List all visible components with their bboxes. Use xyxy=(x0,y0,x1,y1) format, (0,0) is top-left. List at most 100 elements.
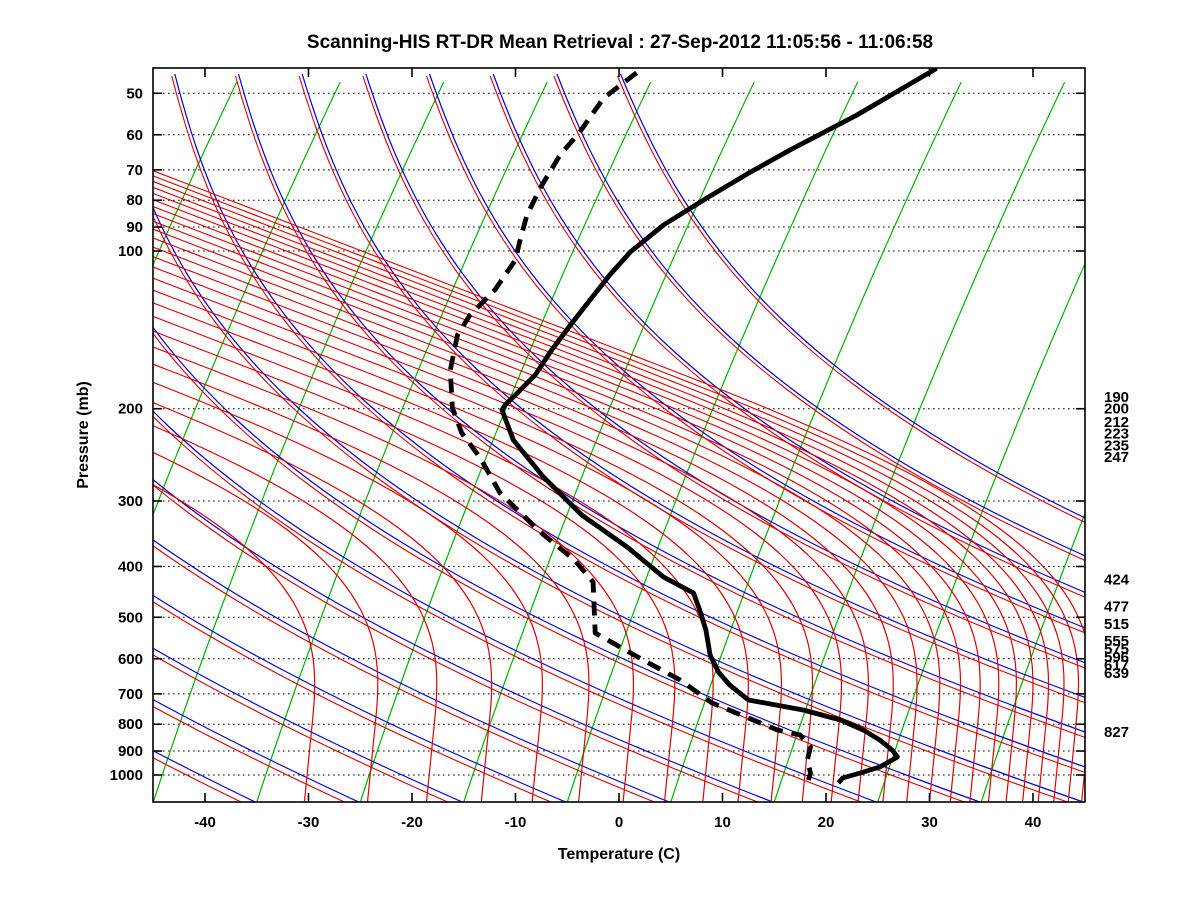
dry-adiabat-line xyxy=(174,73,1085,768)
moist-adiabat-fan-line xyxy=(153,266,843,802)
y-tick-label: 80 xyxy=(126,192,143,209)
moist-adiabat-companion-line xyxy=(489,75,1085,598)
moist-adiabat-companion-line xyxy=(153,332,966,802)
dry-adiabat-line xyxy=(492,73,1085,593)
x-axis-label: Temperature (C) xyxy=(558,846,680,863)
y-tick-label: 60 xyxy=(126,127,143,144)
pressure-level-label: 555 xyxy=(1104,633,1129,650)
dry-adiabat-line xyxy=(153,647,463,802)
x-tick-label: 10 xyxy=(714,814,731,831)
y-tick-label: 500 xyxy=(118,609,143,626)
pressure-level-label: 575 xyxy=(1104,641,1129,658)
moist-adiabat-fan-line xyxy=(153,363,590,802)
moist-adiabat-companion-line xyxy=(153,484,760,802)
moist-adiabat-fan-line xyxy=(153,186,1050,802)
moist-adiabat-fan-line xyxy=(153,170,1085,802)
pressure-level-label: 596 xyxy=(1104,649,1129,666)
chart-title: Scanning-HIS RT-DR Mean Retrieval : 27-S… xyxy=(307,32,933,53)
y-tick-label: 100 xyxy=(118,243,143,260)
isotherm-line xyxy=(153,81,445,802)
isotherm-line xyxy=(359,81,652,802)
moist-adiabat-fan-line xyxy=(153,381,544,802)
moist-adiabat-fan-line xyxy=(153,425,438,802)
pressure-level-label: 617 xyxy=(1104,657,1129,674)
x-tick-label: 30 xyxy=(921,814,938,831)
moist-adiabat-fan-line xyxy=(153,213,981,802)
pressure-level-label: 424 xyxy=(1104,572,1130,589)
x-tick-label: -30 xyxy=(298,814,320,831)
isotherm-line xyxy=(153,81,238,267)
y-tick-label: 400 xyxy=(118,558,143,575)
moist-adiabat-fan-line xyxy=(153,330,676,802)
pressure-level-label: 477 xyxy=(1104,599,1129,616)
dry-adiabat-line xyxy=(153,478,773,802)
x-tick-label: 40 xyxy=(1025,814,1042,831)
pressure-level-label: 212 xyxy=(1104,414,1129,431)
moist-adiabat-fan-line xyxy=(153,484,316,802)
y-tick-label: 700 xyxy=(118,686,143,703)
moist-adiabat-companion-line xyxy=(617,75,1085,523)
moist-adiabat-fan-line xyxy=(153,228,941,802)
x-tick-label: 20 xyxy=(818,814,835,831)
plot-area: -40 -30 -20 -10 0 10 20 30 40 50 60 70 80 90 100 200 300… xyxy=(0,67,1130,831)
moist-adiabat-companion-line xyxy=(362,75,1085,669)
moist-adiabat-fan-line xyxy=(153,256,870,802)
plot-border xyxy=(152,67,1086,803)
dry-adiabat-line xyxy=(556,73,1085,557)
y-tick-label: 600 xyxy=(118,651,143,668)
pressure-level-label: 515 xyxy=(1104,616,1129,633)
dry-adiabat-line xyxy=(153,594,566,802)
pressure-level-label: 200 xyxy=(1104,401,1129,418)
isotherm-line xyxy=(773,81,1066,802)
moist-adiabat-companion-line xyxy=(153,654,450,802)
moist-adiabat-fan-line xyxy=(153,346,635,802)
isotherm-line xyxy=(566,81,859,802)
dry-adiabat-line xyxy=(153,698,359,802)
moist-adiabat-companion-line xyxy=(298,75,1085,704)
dry-adiabat-line xyxy=(301,73,1085,699)
y-tick-label: 300 xyxy=(118,493,143,510)
moist-adiabat-companion-line xyxy=(234,75,1085,738)
dry-adiabat-line xyxy=(428,73,1085,629)
x-tick-label: -40 xyxy=(194,814,216,831)
moist-adiabat-fan-line xyxy=(153,237,918,802)
dry-adiabat-line xyxy=(0,74,48,802)
moist-adiabat-fan-line xyxy=(153,192,1034,802)
x-tick-label: -10 xyxy=(505,814,527,831)
background-line-families xyxy=(0,73,1085,804)
x-tick-label: 0 xyxy=(615,814,623,831)
moist-adiabat-fan-line xyxy=(153,289,783,802)
moist-adiabat-companion-line xyxy=(153,214,1070,802)
dry-adiabat-line xyxy=(153,326,980,802)
moist-adiabat-fan-line xyxy=(153,315,714,802)
isotherm-line xyxy=(980,511,1085,802)
moist-adiabat-companion-line xyxy=(153,415,863,802)
isotherm-line xyxy=(256,81,548,802)
y-tick-label: 200 xyxy=(118,401,143,418)
moist-adiabat-fan-line xyxy=(153,451,379,802)
axes-frame: -40 -30 -20 -10 0 10 20 30 40 50 60 70 80 90 100 200 300… xyxy=(110,67,1086,831)
moist-adiabat-fan-line xyxy=(153,277,814,802)
moist-adiabat-fan-line xyxy=(153,402,493,802)
moist-adiabat-companion-line xyxy=(153,545,656,802)
moist-adiabat-fan-line xyxy=(153,180,1065,802)
moist-adiabat-fan-line xyxy=(153,205,1000,802)
sounding-curves xyxy=(447,68,938,785)
dry-adiabat-line xyxy=(620,73,1085,519)
dry-adiabat-line xyxy=(153,539,670,802)
pressure-level-label: 639 xyxy=(1104,665,1129,682)
moist-adiabat-fan-line xyxy=(153,246,894,802)
pressure-gridlines xyxy=(153,92,1085,776)
dry-adiabat-line xyxy=(365,73,1085,664)
dewpoint-curve xyxy=(447,70,813,781)
y-tick-label: 90 xyxy=(126,219,143,236)
moist-adiabat-companion-line xyxy=(553,75,1085,562)
pressure-level-label: 223 xyxy=(1104,426,1129,443)
isotherm-line xyxy=(877,262,1085,802)
pressure-level-label: 190 xyxy=(1104,389,1129,406)
isotherm-line xyxy=(0,82,133,802)
moist-adiabat-companion-line xyxy=(0,76,38,804)
y-tick-label: 70 xyxy=(126,162,143,179)
y-tick-label: 50 xyxy=(126,85,143,102)
